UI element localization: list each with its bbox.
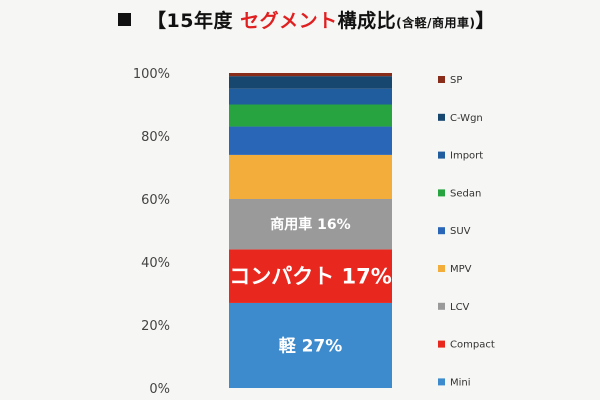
legend-label-suv: SUV — [450, 226, 471, 237]
legend-swatch-c-wgn — [438, 113, 445, 121]
chart-title: 【15年度 セグメント構成比(含軽/商用車)】 — [118, 6, 495, 33]
legend-label-mpv: MPV — [450, 264, 472, 275]
bar-segment-lcv — [229, 199, 392, 250]
bar-segment-suv — [229, 126, 392, 155]
bar-segment-sp — [229, 73, 392, 77]
legend-label-sedan: Sedan — [450, 188, 481, 199]
data-label-lcv: 商用車 16% — [270, 216, 350, 233]
bar-segment-mpv — [229, 154, 392, 199]
y-tick-label: 20% — [141, 319, 170, 334]
legend-swatch-lcv — [438, 302, 445, 310]
legend-swatch-sp — [438, 76, 445, 83]
title-highlight: セグメント — [240, 10, 338, 32]
legend-label-import: Import — [450, 151, 483, 162]
bar-stack: 軽 27% コンパクト 17% 商用車 16% — [229, 73, 392, 388]
y-tick-label: 100% — [133, 67, 170, 82]
y-axis: 0% 20% 40% 60% 80% 100% — [133, 67, 170, 397]
legend-label-compact: Compact — [450, 340, 495, 351]
y-tick-label: 0% — [149, 382, 170, 397]
legend-label-mini: Mini — [450, 377, 471, 388]
legend-swatch-mpv — [438, 265, 445, 272]
legend-swatch-import — [438, 151, 445, 159]
y-tick-label: 80% — [141, 130, 170, 145]
legend-swatch-mini — [438, 378, 445, 386]
title-bullet-icon — [118, 13, 131, 26]
data-label-mini: 軽 27% — [279, 336, 343, 357]
legend-label-lcv: LCV — [450, 302, 470, 313]
legend-label-c-wgn: C-Wgn — [450, 113, 483, 124]
legend-label-sp: SP — [450, 75, 462, 86]
legend-swatch-suv — [438, 227, 445, 235]
data-label-compact: コンパクト 17% — [229, 265, 392, 289]
bar-segment-sedan — [229, 104, 392, 127]
bar-segment-mini — [229, 302, 392, 388]
y-tick-label: 60% — [141, 193, 170, 208]
legend: SP C-Wgn Import Sedan SUV MPV LCV Compact Mini — [438, 75, 495, 388]
bar-segment-compact — [229, 249, 392, 303]
legend-swatch-sedan — [438, 189, 445, 197]
bar-segment-import — [229, 88, 392, 105]
bar-segment-c-wgn — [229, 76, 392, 89]
y-tick-label: 40% — [141, 256, 170, 271]
legend-swatch-compact — [438, 340, 445, 348]
